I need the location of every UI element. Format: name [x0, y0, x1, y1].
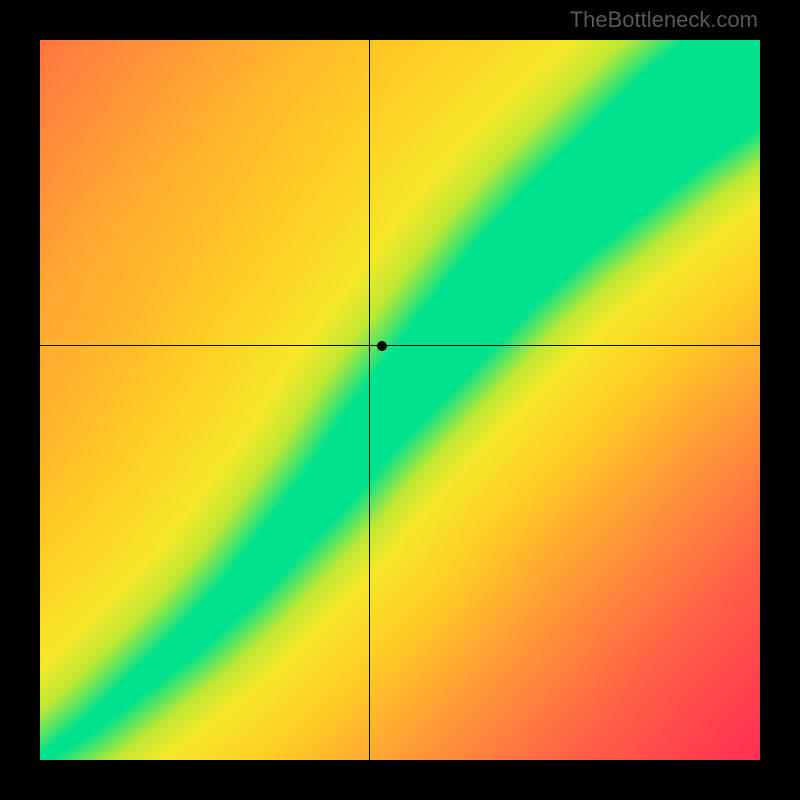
bottleneck-heatmap [40, 40, 760, 760]
watermark-label: TheBottleneck.com [570, 7, 758, 33]
selected-point-marker [377, 341, 387, 351]
crosshair-vertical [369, 40, 370, 760]
heatmap-canvas [40, 40, 760, 760]
crosshair-horizontal [40, 345, 760, 346]
